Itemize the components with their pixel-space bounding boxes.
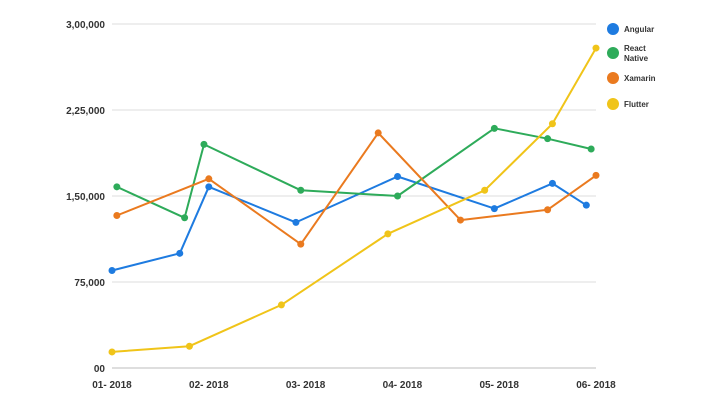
legend-label: Xamarin: [624, 74, 656, 83]
legend-label: React: [624, 44, 646, 53]
series-line: [111, 47, 597, 353]
data-point: [394, 192, 402, 200]
x-tick-label: 04- 2018: [383, 380, 423, 391]
data-point: [205, 183, 213, 191]
y-tick-label: 1,50,000: [66, 192, 105, 203]
legend-marker: [607, 23, 619, 35]
data-point: [297, 240, 305, 248]
data-point: [113, 183, 121, 191]
x-tick-label: 06- 2018: [576, 380, 616, 391]
x-tick-label: 02- 2018: [189, 380, 229, 391]
data-point: [384, 230, 392, 238]
legend-marker: [607, 47, 619, 59]
data-point: [481, 186, 489, 194]
data-point: [544, 206, 552, 214]
series-line: [115, 127, 593, 219]
data-point: [181, 214, 189, 222]
data-point: [490, 124, 498, 132]
data-point: [205, 175, 213, 183]
legend-marker: [607, 72, 619, 84]
data-point: [113, 211, 121, 219]
series-line: [111, 175, 588, 272]
series-line: [115, 131, 597, 246]
y-tick-label: 00: [94, 364, 106, 375]
legend-label: Angular: [624, 25, 654, 34]
data-point: [176, 249, 184, 257]
legend-marker: [607, 98, 619, 110]
x-tick-label: 05- 2018: [479, 380, 519, 391]
data-point: [108, 348, 116, 356]
x-tick-label: 03- 2018: [286, 380, 326, 391]
data-point: [544, 135, 552, 143]
data-point: [277, 301, 285, 309]
data-point: [456, 216, 464, 224]
data-point: [292, 218, 300, 226]
y-axis-ticks: 00 75,000 1,50,000 2,25,000 3,00,000: [66, 20, 105, 375]
data-point: [548, 120, 556, 128]
data-point: [185, 342, 193, 350]
data-point: [582, 201, 590, 209]
data-point: [592, 171, 600, 179]
y-tick-label: 3,00,000: [66, 20, 105, 31]
data-point: [548, 179, 556, 187]
legend-label: Flutter: [624, 100, 649, 109]
x-axis-ticks: 01- 2018 02- 2018 03- 2018 04- 2018 05- 2018…: [92, 380, 616, 391]
data-point: [490, 205, 498, 213]
series-layer: [108, 44, 600, 356]
data-point: [587, 145, 595, 153]
y-tick-label: 2,25,000: [66, 106, 105, 117]
y-tick-label: 75,000: [74, 278, 105, 289]
data-point: [374, 129, 382, 137]
legend-label: Native: [624, 54, 649, 63]
data-point: [200, 140, 208, 148]
data-point: [108, 267, 116, 275]
data-point: [592, 44, 600, 52]
data-point: [297, 186, 305, 194]
x-tick-label: 01- 2018: [92, 380, 132, 391]
data-point: [394, 173, 402, 181]
